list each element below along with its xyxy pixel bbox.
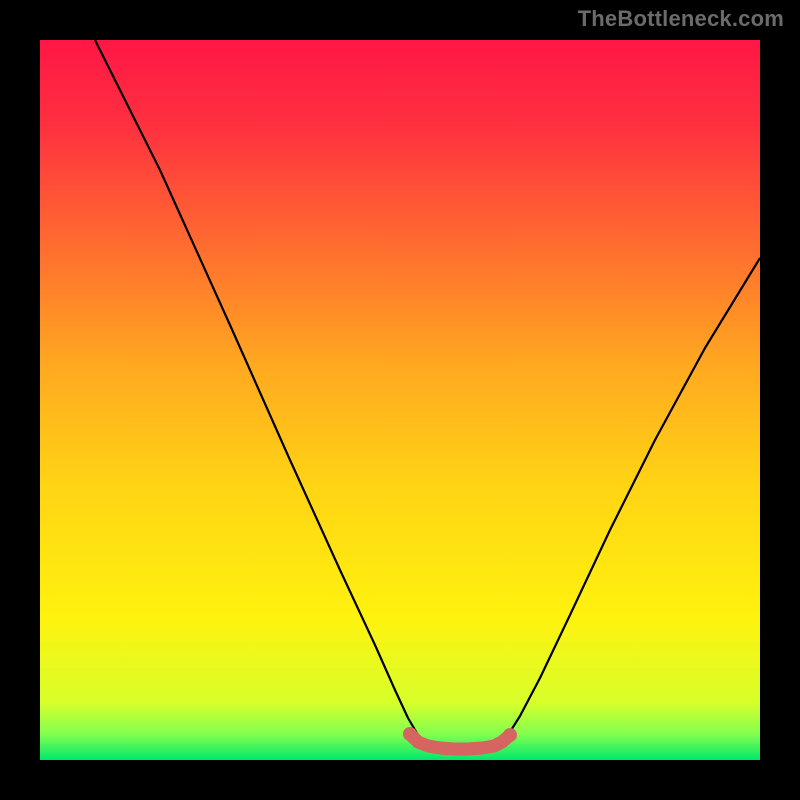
trough-end-dot [403,727,417,741]
chart-frame: TheBottleneck.com [0,0,800,800]
watermark-text: TheBottleneck.com [578,6,784,32]
plot-area [40,40,760,760]
gradient-v-curve-chart [40,40,760,760]
trough-end-dot [503,728,517,742]
